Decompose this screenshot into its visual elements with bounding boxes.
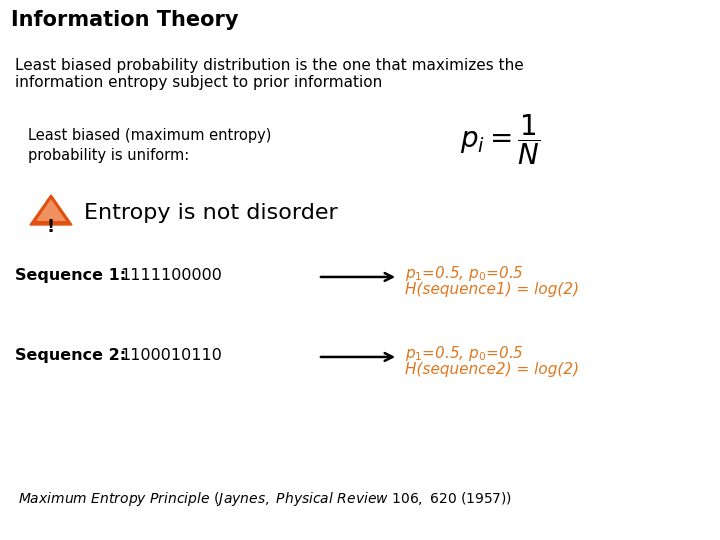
Polygon shape bbox=[36, 199, 66, 221]
Text: $p_1$=0.5, $p_0$=0.5: $p_1$=0.5, $p_0$=0.5 bbox=[405, 344, 524, 363]
Text: Sequence 2:: Sequence 2: bbox=[15, 348, 126, 363]
Text: Sequence 1:: Sequence 1: bbox=[15, 268, 126, 283]
Text: $\it{Maximum\ Entropy\ Principle\ (Jaynes,\ Physical\ Review\ 106,}$ $\mathbf{\i: $\it{Maximum\ Entropy\ Principle\ (Jayne… bbox=[18, 490, 512, 508]
Text: H(sequence2) = log(2): H(sequence2) = log(2) bbox=[405, 362, 579, 377]
Text: probability is uniform:: probability is uniform: bbox=[28, 148, 189, 163]
Text: Least biased probability distribution is the one that maximizes the: Least biased probability distribution is… bbox=[15, 58, 523, 73]
Text: $p_1$=0.5, $p_0$=0.5: $p_1$=0.5, $p_0$=0.5 bbox=[405, 264, 524, 283]
Text: H(sequence1) = log(2): H(sequence1) = log(2) bbox=[405, 282, 579, 297]
Text: 1100010110: 1100010110 bbox=[120, 348, 222, 363]
Polygon shape bbox=[30, 195, 72, 225]
Text: Least biased (maximum entropy): Least biased (maximum entropy) bbox=[28, 128, 271, 143]
Text: Information Theory: Information Theory bbox=[11, 10, 238, 30]
Text: $p_i = \dfrac{1}{N}$: $p_i = \dfrac{1}{N}$ bbox=[459, 113, 540, 167]
Text: Entropy is not disorder: Entropy is not disorder bbox=[84, 203, 338, 223]
Text: !: ! bbox=[47, 218, 55, 236]
Text: 1111100000: 1111100000 bbox=[120, 268, 222, 283]
Text: information entropy subject to prior information: information entropy subject to prior inf… bbox=[15, 75, 382, 90]
